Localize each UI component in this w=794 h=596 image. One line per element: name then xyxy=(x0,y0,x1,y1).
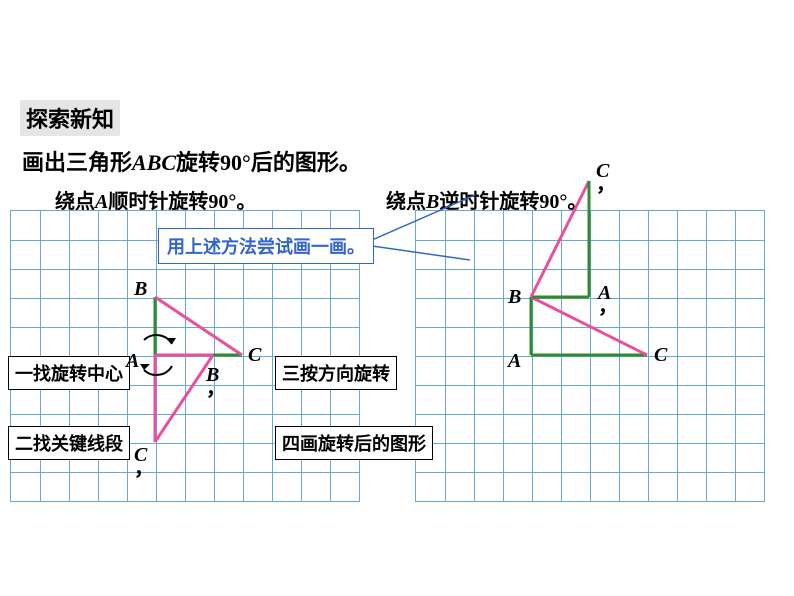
left-label-bp: B ， xyxy=(206,368,226,396)
diagram-svg xyxy=(0,0,794,596)
left-label-b: B xyxy=(134,278,147,301)
step-4: 四画旋转后的图形 xyxy=(275,426,433,460)
step-3: 三按方向旋转 xyxy=(275,356,397,390)
right-label-a: A xyxy=(508,350,521,373)
left-label-c: C xyxy=(248,344,261,367)
left-bp-comma: ， xyxy=(206,378,226,400)
step-1: 一找旋转中心 xyxy=(8,356,130,390)
step-2: 二找关键线段 xyxy=(8,426,130,460)
hint-box: 用上述方法尝试画一画。 xyxy=(158,228,374,264)
right-label-c: C xyxy=(654,344,667,367)
left-label-cp: C ， xyxy=(134,448,154,476)
right-cp-comma: ， xyxy=(596,174,616,196)
left-label-a: A xyxy=(126,350,139,373)
right-label-ap: A ， xyxy=(598,286,618,314)
right-label-b: B xyxy=(508,286,521,309)
left-cp-comma: ， xyxy=(134,458,154,480)
right-label-cp: C ， xyxy=(596,164,616,192)
right-ap-comma: ， xyxy=(598,296,618,318)
